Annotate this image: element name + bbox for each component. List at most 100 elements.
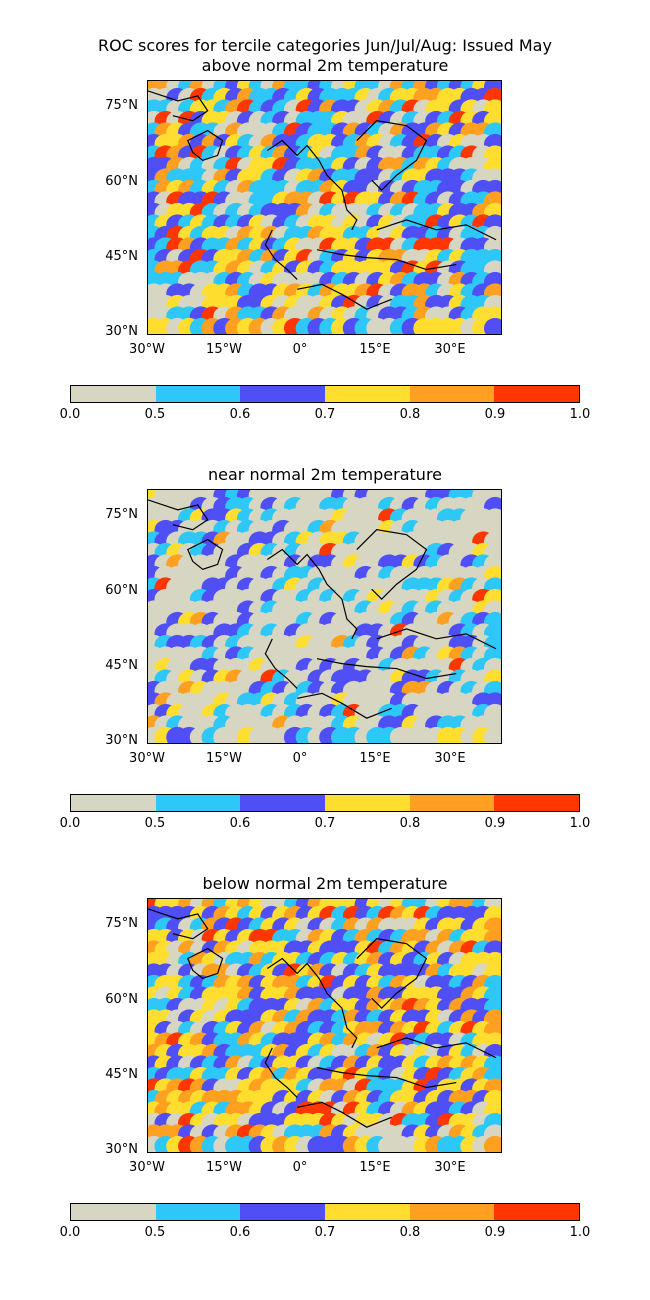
colorbar-segment [494,386,580,402]
coastline [187,947,224,980]
contour-field [148,81,501,334]
colorbar-segment [409,1204,495,1220]
lon-label: 0° [292,751,308,766]
colorbar-segment [325,795,410,811]
lat-label: 75°N [105,916,138,931]
lon-label: 15°W [206,751,242,766]
coastline [297,1101,392,1128]
lon-label: 30°W [129,751,165,766]
colorbar-segment [409,795,495,811]
colorbar-segment [155,1204,241,1220]
panel-title: above normal 2m temperature [201,56,449,75]
colorbar-tick: 0.5 [144,1225,166,1240]
colorbar-tick: 0.8 [399,816,421,831]
colorbar-segment [71,795,156,811]
coastline [264,1047,298,1098]
coastline [264,229,298,280]
colorbar [70,385,580,403]
colorbar-segment [155,795,241,811]
coastline [376,219,497,241]
colorbar-tick: 0.6 [229,407,251,422]
lon-label: 30°E [434,1160,466,1175]
colorbar-tick: 0.5 [144,407,166,422]
colorbar-tick: 0.0 [59,407,81,422]
roc-map [147,898,502,1153]
colorbar-tick: 0.7 [314,407,336,422]
colorbar-segment [240,386,326,402]
panel-title: below normal 2m temperature [202,874,448,893]
colorbar-tick: 0.8 [399,1225,421,1240]
panel-title: near normal 2m temperature [207,465,443,484]
lon-label: 15°E [359,751,391,766]
coastline [187,129,224,162]
colorbar [70,1203,580,1221]
lat-label: 30°N [105,324,138,339]
coastline [264,638,298,689]
colorbar-tick: 0.7 [314,1225,336,1240]
colorbar-tick: 1.0 [569,816,591,831]
lat-label: 60°N [105,992,138,1007]
lat-label: 75°N [105,98,138,113]
coastline [187,538,224,571]
lat-label: 60°N [105,583,138,598]
coastline [148,90,209,122]
roc-map [147,80,502,335]
coastline [356,938,428,1009]
colorbar-segment [494,1204,580,1220]
roc-map [147,489,502,744]
colorbar-segment [155,386,241,402]
lon-label: 15°E [359,342,391,357]
coastline [316,658,457,680]
lon-label: 0° [292,342,308,357]
colorbar-tick: 0.0 [59,1225,81,1240]
coastline [356,120,428,191]
colorbar-tick: 1.0 [569,407,591,422]
colorbar-segment [409,386,495,402]
contour-field [148,899,501,1152]
lon-label: 15°W [206,1160,242,1175]
lon-label: 15°W [206,342,242,357]
lat-label: 45°N [105,249,138,264]
colorbar-tick: 0.9 [484,1225,506,1240]
colorbar [70,794,580,812]
colorbar-tick: 0.8 [399,407,421,422]
lat-label: 30°N [105,1142,138,1157]
colorbar-tick: 0.6 [229,816,251,831]
coastline [266,957,358,1049]
colorbar-tick: 0.6 [229,1225,251,1240]
lat-label: 45°N [105,1067,138,1082]
lon-label: 30°W [129,342,165,357]
colorbar-tick: 1.0 [569,1225,591,1240]
colorbar-segment [494,795,580,811]
colorbar-tick: 0.5 [144,816,166,831]
lat-label: 75°N [105,507,138,522]
colorbar-segment [71,386,156,402]
colorbar-segment [240,795,326,811]
colorbar-tick: 0.0 [59,816,81,831]
coastline [316,1067,457,1089]
colorbar-tick: 0.7 [314,816,336,831]
coastline [148,908,209,940]
coastline [297,283,392,310]
contour-field [148,490,501,743]
colorbar-segment [240,1204,326,1220]
coastline [297,692,392,719]
lon-label: 0° [292,1160,308,1175]
coastline [376,1037,497,1059]
colorbar-tick: 0.9 [484,816,506,831]
lat-label: 60°N [105,174,138,189]
coastline [148,499,209,531]
colorbar-segment [71,1204,156,1220]
lon-label: 30°W [129,1160,165,1175]
lon-label: 30°E [434,751,466,766]
lat-label: 45°N [105,658,138,673]
colorbar-segment [325,386,410,402]
lon-label: 15°E [359,1160,391,1175]
lat-label: 30°N [105,733,138,748]
colorbar-tick: 0.9 [484,407,506,422]
coastline [266,139,358,231]
lon-label: 30°E [434,342,466,357]
figure-title: ROC scores for tercile categories Jun/Ju… [98,36,552,55]
coastline [356,529,428,600]
coastline [316,249,457,271]
